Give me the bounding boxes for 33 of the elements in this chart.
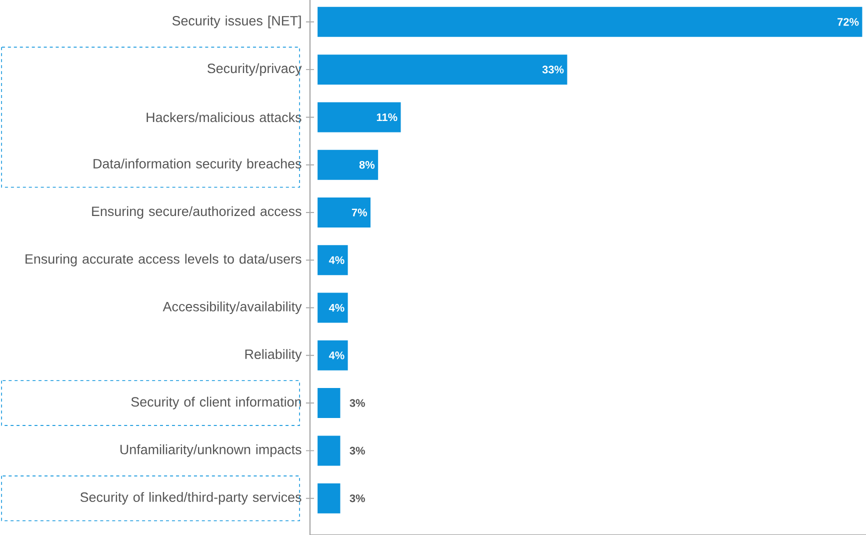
bar (318, 436, 340, 466)
bar (318, 102, 401, 132)
y-tick-label: Ensuring secure/authorized access (92, 206, 302, 219)
data-label: 3% (350, 494, 365, 502)
y-tick-label: Ensuring accurate access levels to data/users (26, 254, 302, 266)
bar (318, 6, 862, 37)
data-label: 4% (328, 352, 344, 360)
bar (318, 54, 568, 85)
data-label: 8% (359, 160, 375, 169)
y-tick-label: Unfamiliarity/unknown impacts (120, 444, 302, 457)
bar (318, 483, 340, 514)
bar (318, 245, 348, 276)
y-tick-label: Reliability (245, 349, 302, 362)
data-label: 72% (838, 18, 859, 26)
bar (318, 388, 340, 418)
bar (318, 340, 348, 370)
y-tick-label: Data/information security breaches (94, 158, 302, 172)
data-label: 3% (350, 399, 365, 407)
data-label: 4% (328, 304, 344, 312)
y-tick-label: Security of client information (131, 396, 301, 410)
data-label: 7% (352, 208, 368, 216)
y-tick-label: Security of linked/third-party services (80, 492, 302, 505)
data-label: 4% (328, 256, 344, 264)
data-label: 3% (350, 446, 365, 455)
data-label: 33% (542, 66, 564, 74)
y-tick-label: Security/privacy (207, 63, 302, 76)
bar (318, 150, 378, 180)
y-tick-label: Security issues [NET] (172, 16, 301, 28)
y-tick-label: Accessibility/availability (162, 301, 302, 314)
y-tick-label: Hackers/malicious attacks (146, 112, 302, 122)
data-label: 11% (376, 113, 398, 122)
bar (318, 292, 348, 323)
bar (318, 197, 371, 228)
